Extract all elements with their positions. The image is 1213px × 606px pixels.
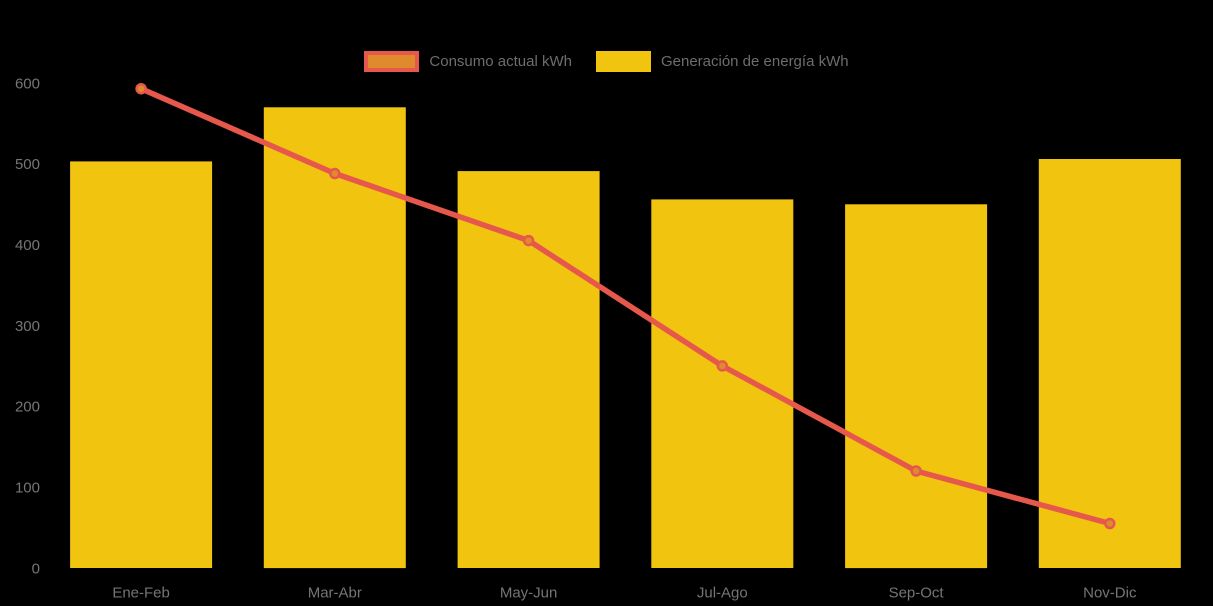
x-tick-label-Ene-Feb: Ene-Feb [112,584,170,601]
legend-swatch-consumo [364,51,420,72]
point-Ene-Feb[interactable] [135,82,147,95]
x-tick-label-Nov-Dic: Nov-Dic [1083,584,1137,601]
bar-Jul-Ago[interactable] [651,199,794,568]
x-tick-label-Jul-Ago: Jul-Ago [697,584,748,601]
y-tick-label-600: 600 [15,75,40,92]
x-tick-label-Sep-Oct: Sep-Oct [889,584,945,601]
legend-item-generacion[interactable]: Generación de energía kWh [595,51,849,72]
legend-label-generacion: Generación de energía kWh [660,53,849,70]
bar-Nov-Dic[interactable] [1038,159,1181,568]
chart-legend: Consumo actual kWh Generación de energía… [0,51,1213,72]
x-tick-label-Mar-Abr: Mar-Abr [308,584,362,601]
y-tick-label-200: 200 [15,399,40,416]
y-tick-label-0: 0 [32,560,40,577]
point-Jul-Ago[interactable] [716,360,729,372]
point-May-Jun[interactable] [522,234,535,247]
point-Sep-Oct[interactable] [910,465,922,477]
x-tick-label-May-Jun: May-Jun [500,584,558,601]
y-tick-label-300: 300 [15,318,40,335]
point-Mar-Abr[interactable] [329,167,341,180]
y-tick-label-100: 100 [15,479,40,496]
point-Nov-Dic[interactable] [1104,517,1116,530]
legend-swatch-generacion [595,51,651,72]
y-tick-label-400: 400 [15,237,40,254]
legend-item-consumo[interactable]: Consumo actual kWh [364,51,572,72]
legend-label-consumo: Consumo actual kWh [429,53,572,70]
bar-Mar-Abr[interactable] [263,107,406,569]
consumo-line [138,85,1113,527]
y-tick-label-500: 500 [15,156,40,173]
bar-May-Jun[interactable] [457,171,600,568]
bar-Ene-Feb[interactable] [70,161,213,568]
bar-Sep-Oct[interactable] [845,204,988,569]
